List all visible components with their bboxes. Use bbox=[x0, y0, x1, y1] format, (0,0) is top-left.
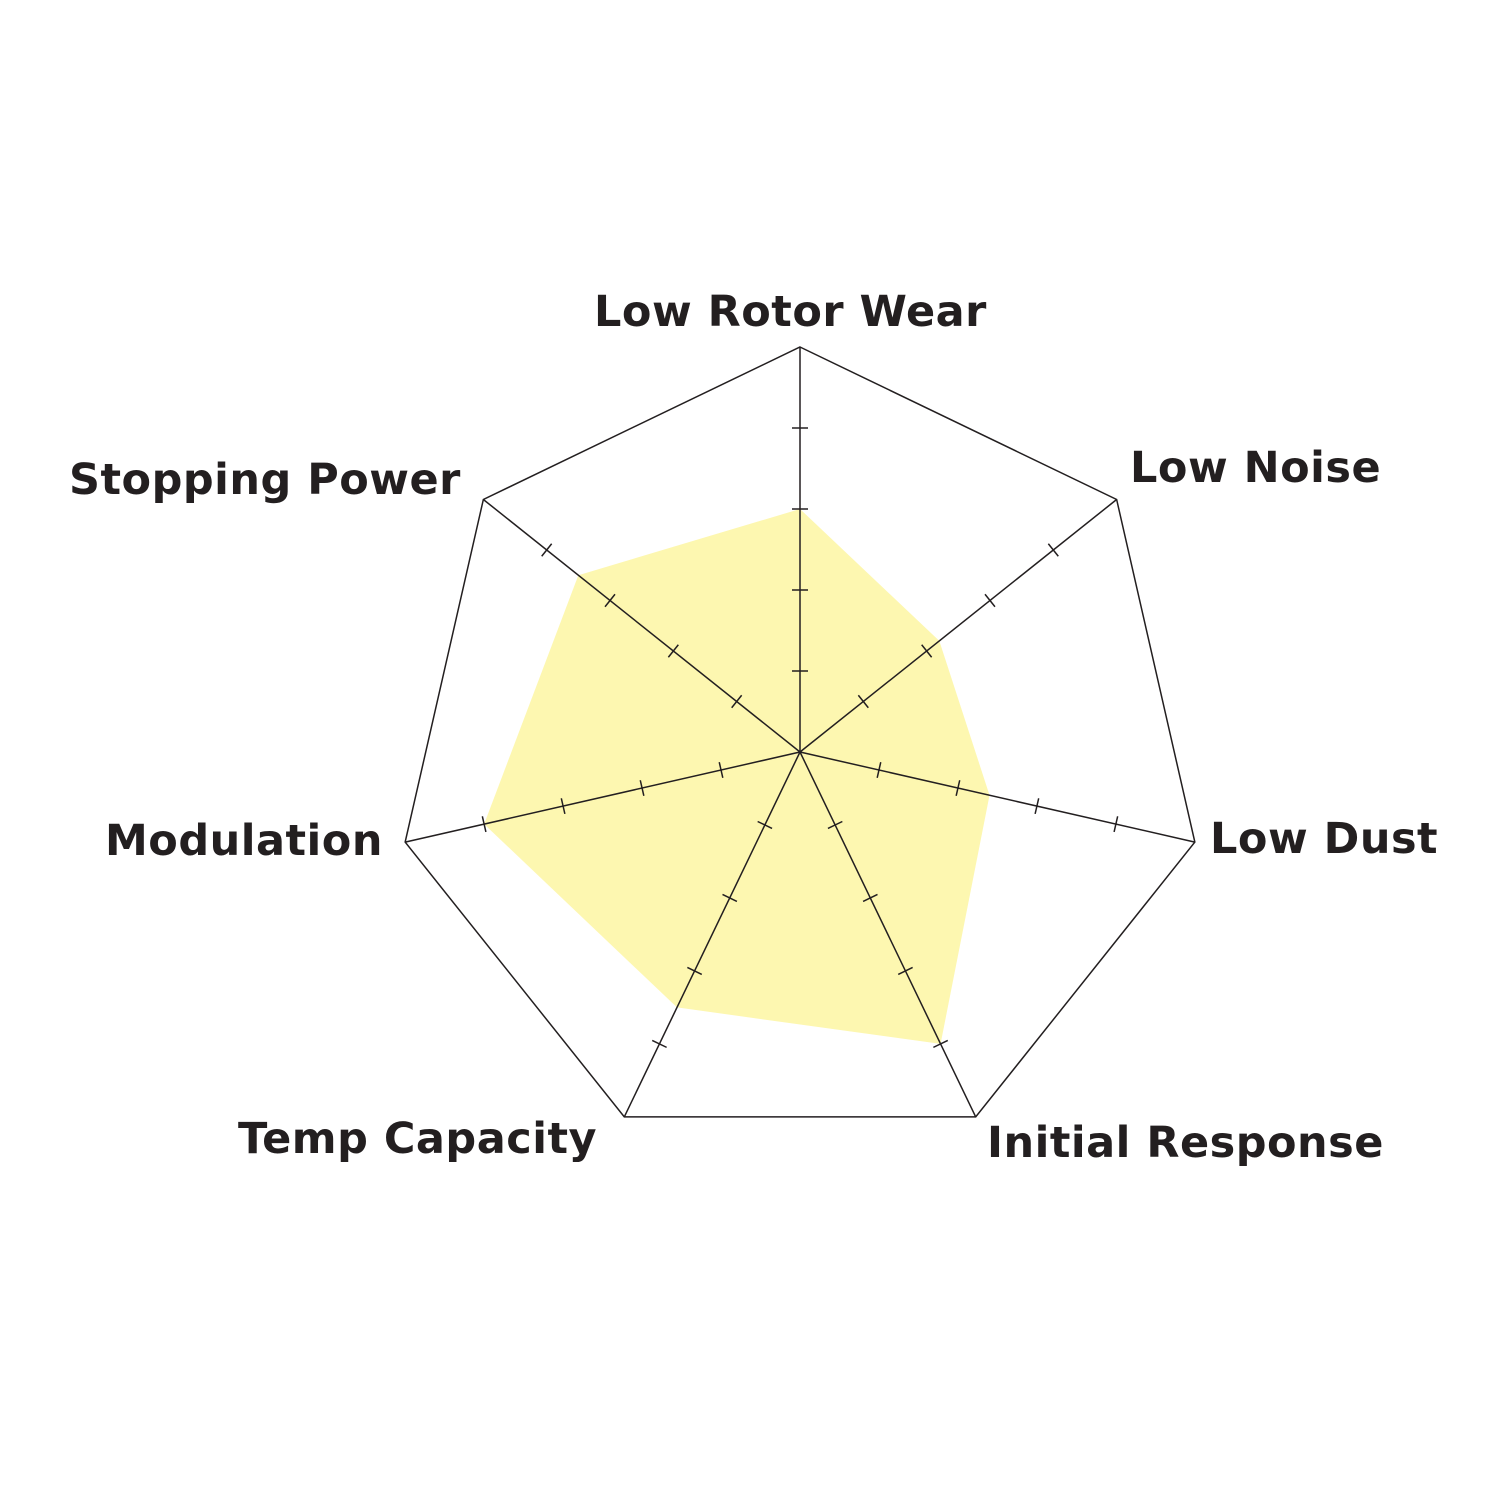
axis-label-low-noise: Low Noise bbox=[1130, 443, 1382, 493]
axis-tick bbox=[984, 593, 996, 608]
axis-tick bbox=[1113, 816, 1119, 833]
axis-line bbox=[799, 751, 977, 1118]
outer-frame bbox=[404, 346, 1196, 1118]
axis-label-modulation: Modulation bbox=[105, 816, 383, 866]
axis-label-low-rotor-wear: Low Rotor Wear bbox=[594, 287, 987, 337]
axis-line bbox=[482, 498, 801, 753]
axis-tick bbox=[827, 820, 843, 830]
axis-tick bbox=[651, 1039, 667, 1049]
axis-tick bbox=[1047, 543, 1059, 557]
axis-line bbox=[799, 498, 1118, 753]
axis-line bbox=[799, 751, 1196, 843]
axis-line bbox=[404, 751, 801, 843]
axis-tick bbox=[541, 543, 553, 557]
axis-tick bbox=[955, 780, 961, 797]
axis-tick bbox=[481, 816, 487, 833]
axis-tick bbox=[722, 893, 738, 903]
axis-tick bbox=[757, 820, 773, 830]
axis-tick bbox=[718, 762, 724, 778]
axis-tick bbox=[897, 966, 913, 976]
axis-tick bbox=[857, 694, 869, 709]
axis-tick bbox=[687, 966, 703, 976]
axis-tick bbox=[876, 762, 882, 778]
axis-tick bbox=[639, 780, 645, 797]
axis-label-stopping-power: Stopping Power bbox=[69, 455, 461, 505]
axis-tick bbox=[731, 694, 743, 709]
axis-label-temp-capacity: Temp Capacity bbox=[238, 1114, 598, 1164]
axis-label-initial-response: Initial Response bbox=[987, 1118, 1384, 1168]
axis-tick bbox=[667, 644, 679, 658]
axis-tick bbox=[604, 593, 616, 608]
axis-tick bbox=[921, 644, 933, 658]
data-area bbox=[484, 509, 990, 1044]
axis-line bbox=[623, 751, 801, 1118]
axis-tick bbox=[933, 1039, 949, 1049]
axis-tick bbox=[560, 798, 566, 815]
axis-tick bbox=[1034, 798, 1040, 815]
axis-label-low-dust: Low Dust bbox=[1210, 814, 1439, 864]
axis-tick bbox=[862, 893, 878, 903]
